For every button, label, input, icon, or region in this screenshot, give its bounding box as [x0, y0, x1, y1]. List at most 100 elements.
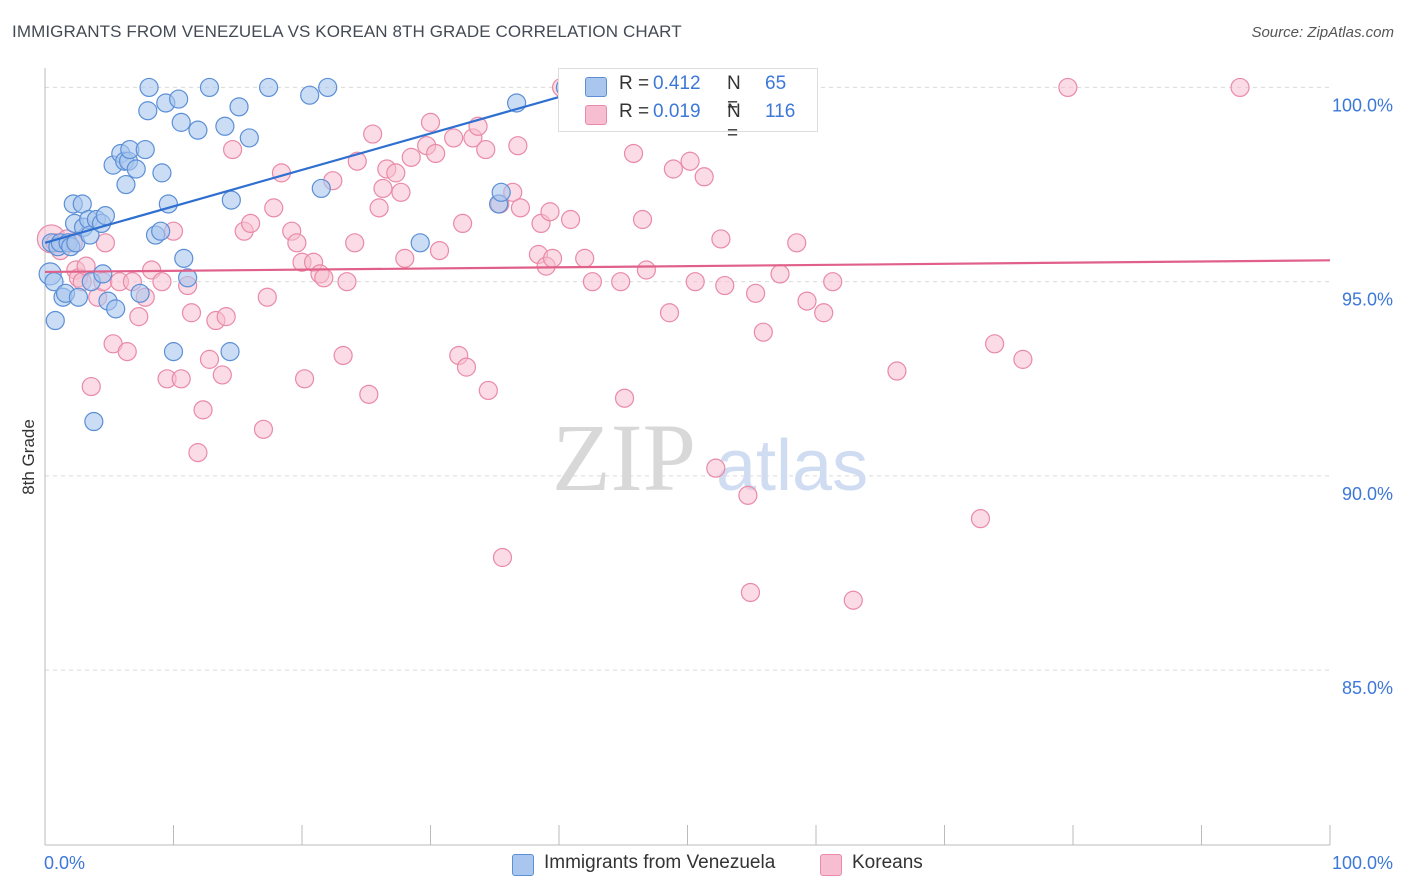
- koreans-point: [386, 163, 406, 183]
- koreans-point: [444, 128, 464, 148]
- koreans-point: [1013, 349, 1033, 369]
- y-tick-label: 90.0%: [1342, 484, 1393, 504]
- tick-labels: 85.0% 90.0% 95.0% 100.0% 0.0% 100.0%: [44, 95, 1393, 873]
- chart-title: IMMIGRANTS FROM VENEZUELA VS KOREAN 8TH …: [12, 22, 682, 41]
- venezuela-point: [318, 77, 338, 98]
- legend-r-value: 0.412: [653, 73, 701, 94]
- koreans-point: [823, 272, 843, 292]
- koreans-point: [510, 198, 531, 218]
- koreans-point: [476, 139, 496, 160]
- koreans-point: [241, 213, 261, 233]
- koreans-point: [632, 209, 653, 230]
- koreans-point: [685, 272, 705, 292]
- koreans-point: [216, 307, 236, 327]
- legend-n-value: 65: [765, 73, 787, 94]
- koreans-point: [540, 202, 560, 222]
- koreans-point: [787, 233, 807, 253]
- venezuela-point: [169, 89, 189, 109]
- venezuela-point: [130, 283, 150, 303]
- legend-r-label: R =: [619, 101, 650, 122]
- koreans-point: [181, 303, 202, 323]
- legend-swatch-pink: [585, 105, 607, 125]
- koreans-point: [193, 400, 213, 420]
- venezuela-point: [199, 77, 220, 98]
- koreans-point: [985, 334, 1005, 354]
- koreans-point: [740, 582, 761, 603]
- koreans-point: [663, 159, 683, 179]
- venezuela-trend-line: [44, 94, 566, 244]
- venezuela-point: [174, 248, 194, 268]
- koreans-point: [314, 268, 334, 288]
- koreans-point: [257, 287, 277, 307]
- koreans-point: [887, 361, 907, 381]
- koreans-point: [95, 233, 115, 253]
- venezuela-points: [38, 77, 629, 432]
- legend-swatch-pink: [820, 854, 842, 876]
- stats-legend: R = 0.412 N = 65 R = 0.019 N = 116: [558, 68, 818, 144]
- koreans-point: [199, 349, 220, 369]
- venezuela-point: [45, 310, 65, 331]
- koreans-point: [129, 307, 149, 327]
- venezuela-point: [300, 85, 320, 105]
- koreans-point: [797, 291, 817, 311]
- koreans-point: [456, 357, 477, 377]
- koreans-point: [369, 198, 389, 218]
- venezuela-point: [116, 174, 136, 195]
- trend-lines: [44, 94, 1331, 274]
- koreans-point: [373, 178, 393, 199]
- koreans-point: [359, 384, 379, 404]
- legend-n-label: N =: [727, 73, 741, 116]
- koreans-point: [212, 365, 232, 385]
- venezuela-point: [151, 221, 171, 241]
- venezuela-point: [95, 206, 115, 226]
- koreans-point: [492, 547, 513, 568]
- koreans-point: [152, 272, 172, 292]
- venezuela-point: [106, 299, 126, 319]
- koreans-point: [401, 147, 421, 167]
- legend-r-label: R =: [619, 73, 650, 94]
- source-label: Source: ZipAtlas.com: [1251, 24, 1394, 41]
- legend-label-koreans: Koreans: [852, 852, 923, 873]
- venezuela-point: [171, 112, 191, 132]
- venezuela-point: [68, 287, 89, 307]
- koreans-point: [623, 143, 644, 164]
- venezuela-point: [311, 178, 331, 199]
- venezuela-point: [239, 128, 259, 148]
- venezuela-point: [126, 159, 146, 179]
- x-tick-label: 0.0%: [44, 853, 85, 873]
- koreans-point: [223, 139, 243, 160]
- koreans-point: [264, 198, 284, 218]
- koreans-point: [294, 369, 315, 389]
- grid-layer: [45, 86, 1330, 671]
- koreans-point: [715, 275, 735, 296]
- y-tick-label: 85.0%: [1342, 678, 1393, 698]
- koreans-point: [659, 303, 680, 323]
- koreans-point: [333, 345, 353, 366]
- legend-label-venezuela: Immigrants from Venezuela: [544, 852, 776, 873]
- venezuela-point: [491, 182, 511, 202]
- koreans-point: [694, 167, 714, 187]
- koreans-point: [478, 380, 498, 401]
- koreans-point: [287, 233, 307, 253]
- y-axis-label: 8th Grade: [19, 419, 38, 495]
- koreans-points: [36, 77, 1250, 610]
- venezuela-point: [163, 342, 184, 362]
- koreans-point: [711, 229, 731, 249]
- koreans-point: [420, 112, 441, 132]
- koreans-point: [611, 272, 631, 292]
- legend-swatch-blue: [512, 854, 534, 876]
- venezuela-point: [139, 77, 159, 98]
- koreans-point: [253, 419, 274, 439]
- venezuela-point: [188, 120, 208, 140]
- koreans-point: [706, 458, 726, 478]
- venezuela-point: [138, 101, 158, 121]
- koreans-point: [395, 248, 415, 268]
- koreans-point: [970, 509, 991, 529]
- venezuela-point: [152, 163, 172, 183]
- koreans-point: [345, 233, 365, 253]
- venezuela-point: [220, 342, 240, 362]
- koreans-point: [363, 124, 383, 144]
- axis-layer: [44, 68, 1331, 846]
- koreans-point: [814, 303, 834, 323]
